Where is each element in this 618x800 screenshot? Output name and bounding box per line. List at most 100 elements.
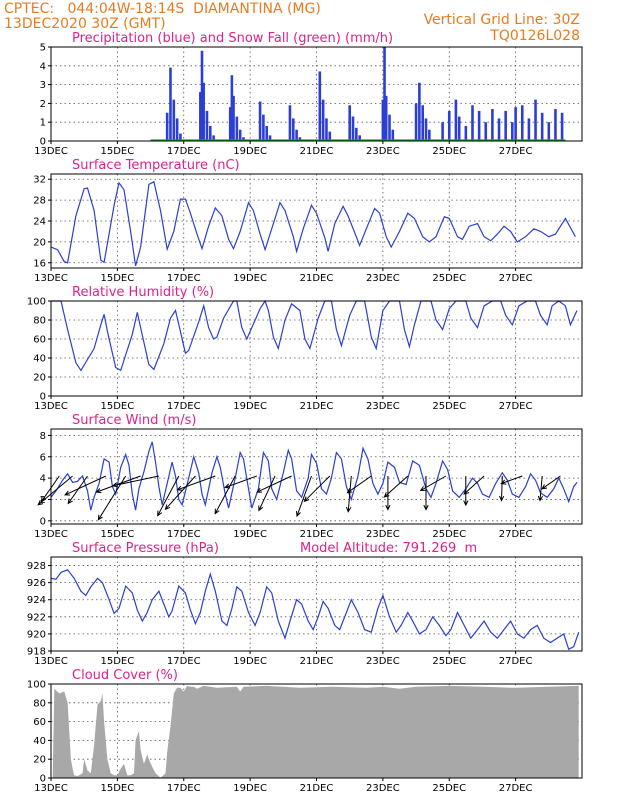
precipitation-bar [298,137,302,141]
precipitation-bar [209,125,212,141]
precipitation-bar [504,110,507,141]
wind-vector-arrow [463,475,485,495]
wind-vector-arrow [383,475,409,498]
wind-x-tick-label: 27DEC [499,529,533,540]
precipitation-bar [484,122,488,141]
precipitation-bar [228,107,232,141]
header-model-code: TQ0126L028 [489,28,580,44]
header-date: 13DEC2020 30Z (GMT) [4,16,166,32]
humidity-y-tick-label: 100 [27,297,46,308]
precipitation-bar [527,118,531,141]
panel-title-humidity: Relative Humidity (%) [72,285,214,300]
temperature-x-tick-label: 21DEC [300,273,334,284]
precipitation-bar [414,103,418,141]
precipitation-bar [384,95,388,141]
cloud-cover-x-tick-label: 17DEC [167,783,201,794]
precipitation-y-tick-label: 1 [40,118,46,129]
cloud-cover-y-tick-label: 80 [33,698,46,709]
humidity-x-tick-label: 25DEC [432,401,466,412]
precipitation-bar [383,47,386,141]
temperature-x-tick-label: 19DEC [233,273,267,284]
wind-y-tick-label: 2 [40,495,46,506]
wind-vector-arrow [500,475,523,485]
precipitation-bar [200,50,204,142]
wind-vector-arrow [224,475,257,489]
wind-vector-arrow [346,475,372,494]
precipitation-bar [441,122,444,141]
temperature-x-tick-label: 27DEC [499,273,533,284]
wind-vector-arrow [67,475,88,505]
humidity-x-tick-label: 15DEC [101,401,135,412]
precipitation-bar [348,105,351,141]
panel-title-cloud-cover: Cloud Cover (%) [72,668,178,683]
precipitation-bar [554,109,557,141]
wind-vector-arrow [345,475,352,513]
pressure-y-tick-label: 926 [27,578,46,589]
precipitation-bar [355,127,358,141]
temperature-x-tick-label: 17DEC [167,273,201,284]
panel-humidity: 0 20 40 60 80 100 13DEC 15DEC 17DEC 19DEC 21DEC 23D… [27,297,583,412]
wind-vector-arrow [176,475,216,491]
humidity-y-tick-label: 80 [33,316,46,327]
precipitation-bar [325,118,328,141]
precipitation-bar [199,92,202,141]
temperature-y-tick-label: 20 [33,237,46,248]
temperature-x-tick-label: 13DEC [34,273,68,284]
wind-vector-arrow [258,475,276,512]
precipitation-bar [464,125,468,141]
wind-vector-arrow [95,475,141,494]
temperature-y-tick-label: 24 [33,217,46,228]
wind-vector-arrow [303,475,331,503]
wind-x-tick-label: 17DEC [167,529,201,540]
wind-line [50,441,578,511]
wind-vector-arrow [214,475,236,515]
wind-vector-arrow [541,475,561,490]
cloud-cover-y-tick-label: 40 [33,736,46,747]
precipitation-bar [351,116,355,141]
pressure-x-tick-label: 17DEC [167,656,201,667]
cloud-cover-y-tick-label: 20 [33,755,46,766]
precipitation-x-tick-label: 23DEC [366,146,400,157]
pressure-x-tick-label: 21DEC [300,656,334,667]
precipitation-y-tick-label: 0 [40,137,46,148]
precipitation-bar [169,67,172,141]
temperature-x-tick-label: 25DEC [432,273,466,284]
precipitation-bar [268,135,272,141]
humidity-y-tick-label: 20 [33,373,46,384]
wind-x-tick-label: 25DEC [432,529,466,540]
precipitation-bar [230,75,234,141]
pressure-x-tick-label: 15DEC [101,656,135,667]
precipitation-bar [258,101,262,141]
precipitation-bar [540,112,544,141]
precipitation-bar [205,110,209,141]
precipitation-y-tick-label: 2 [40,99,46,110]
precipitation-bar [321,99,325,141]
wind-vector-arrow [419,475,447,492]
pressure-y-tick-label: 920 [27,629,46,640]
precipitation-bar [212,135,215,141]
pressure-x-tick-label: 25DEC [432,656,466,667]
wind-vector-arrow [423,476,429,511]
cloud-cover-x-tick-label: 23DEC [366,783,400,794]
wind-vector-arrow [64,475,107,496]
wind-vector-arrow [296,475,312,518]
precipitation-bar [560,112,564,141]
precipitation-x-tick-label: 27DEC [499,146,533,157]
wind-vector-arrow [111,475,160,488]
panel-precipitation: 0 1 2 3 4 5 13DEC 15DEC 17DEC 19DEC 21DEC 23DEC 25DE… [34,43,583,157]
cloud-cover-x-tick-label: 13DEC [34,783,68,794]
cloud-cover-area [51,685,579,778]
wind-vector-arrow [37,475,73,506]
precipitation-bar [232,95,235,141]
header-station: CPTEC: 044:04W-18:14S DIAMANTINA (MG) [4,1,321,17]
model-altitude-label: Model Altitude: 791.269 m [300,541,477,556]
precipitation-bar [491,109,494,141]
pressure-x-tick-label: 19DEC [233,656,267,667]
cloud-cover-x-tick-label: 25DEC [432,783,466,794]
panel-title-precipitation: Precipitation (blue) and Snow Fall (gree… [72,31,393,46]
temperature-x-tick-label: 15DEC [101,273,135,284]
panel-cloud-cover: 0 20 40 60 80 100 13DEC 15DEC 17DEC 19DEC 21DEC 23D… [27,680,583,794]
temperature-line [50,180,576,267]
humidity-y-tick-label: 0 [40,392,46,403]
